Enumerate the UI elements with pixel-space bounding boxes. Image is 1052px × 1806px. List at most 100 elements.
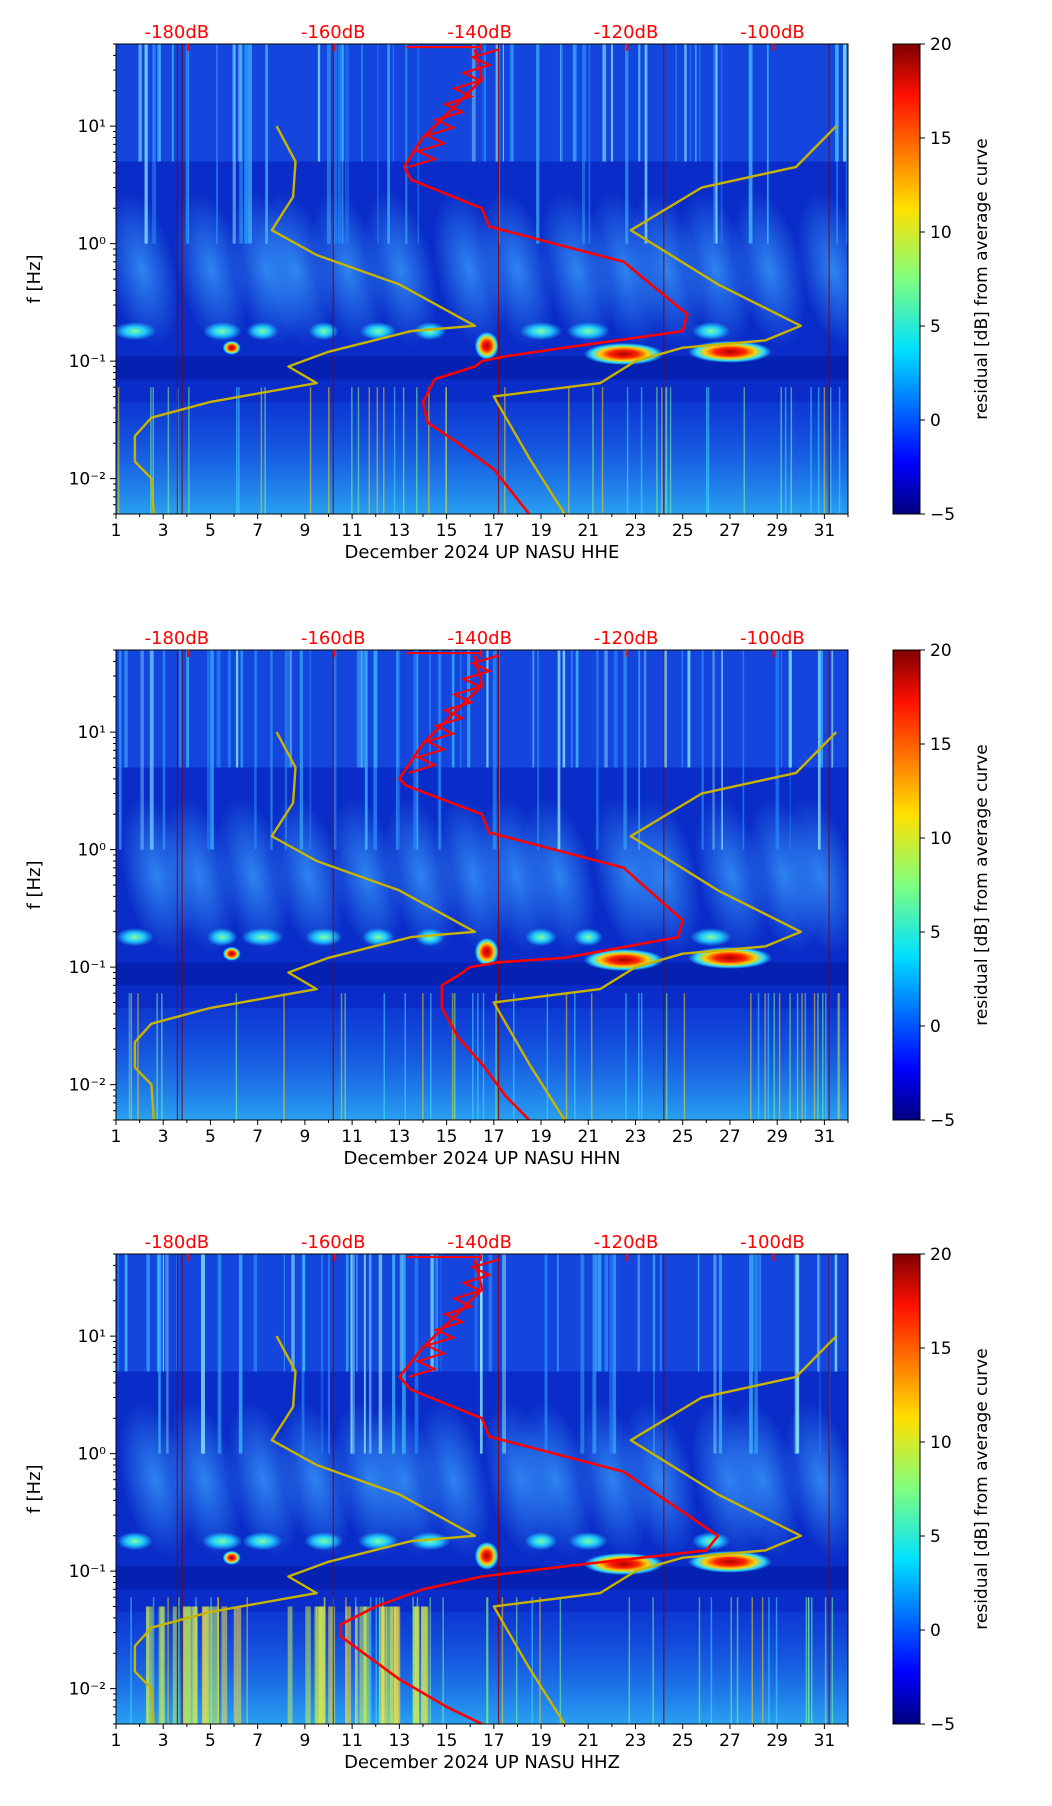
microseism-blob	[207, 928, 238, 947]
x-tick-label: 15	[436, 1127, 458, 1147]
colorbar-tick-label: 15	[930, 129, 952, 149]
spectral-streak	[638, 44, 641, 162]
yellow-model-curve	[492, 1335, 838, 1724]
spectral-streak	[187, 44, 190, 244]
spectral-streak	[610, 44, 613, 162]
spectral-streak	[796, 1254, 800, 1454]
x-tick-label: 13	[389, 521, 411, 541]
low-frequency-spike	[683, 993, 686, 1120]
spectral-streak	[216, 650, 221, 768]
x-tick-label: 5	[205, 521, 216, 541]
low-frequency-spike	[710, 1597, 713, 1724]
spectral-streak	[185, 44, 188, 244]
colorbar-tick-label: −5	[930, 505, 955, 525]
spectral-streak	[788, 650, 792, 768]
spectral-streak	[712, 650, 715, 850]
x-tick-label: 1	[111, 521, 122, 541]
yellow-model-curve	[492, 731, 838, 1120]
x-tick-label: 23	[625, 521, 647, 541]
low-frequency-spike	[428, 387, 430, 514]
vertical-component-energy	[189, 1606, 198, 1724]
spectral-streak	[562, 650, 566, 768]
spectral-streak	[287, 650, 290, 768]
spectral-streak	[561, 44, 563, 162]
spectral-streak	[240, 650, 244, 768]
colorbar-label: residual [dB] from average curve	[972, 744, 992, 1025]
low-frequency-spike	[817, 387, 820, 514]
noise-haze	[271, 797, 346, 955]
low-frequency-spike	[565, 993, 568, 1120]
spectral-streak	[492, 650, 497, 850]
low-frequency-spike	[813, 993, 816, 1120]
low-frequency-spike	[705, 387, 708, 514]
spectral-streak	[118, 650, 122, 850]
x-tick-label: 27	[719, 1731, 741, 1751]
y-tick-label: 10⁻²	[69, 1680, 106, 1700]
plot-area	[116, 1254, 848, 1724]
colorbar-tick-label: 10	[930, 223, 952, 243]
y-axis-label: f [Hz]	[24, 860, 45, 909]
spectral-streak	[575, 650, 579, 768]
spectral-streak	[502, 44, 504, 162]
low-frequency-spike	[515, 1597, 518, 1724]
low-frequency-spike	[757, 993, 760, 1120]
low-frequency-spike	[161, 993, 163, 1120]
low-frequency-spike	[661, 387, 663, 514]
low-frequency-spike	[156, 993, 158, 1120]
db-scale-label: -120dB	[594, 628, 659, 649]
vertical-component-energy	[413, 1606, 420, 1724]
vertical-component-energy	[205, 1606, 213, 1724]
low-frequency-spike	[640, 993, 643, 1120]
yellow-model-curve	[492, 125, 838, 514]
spectral-streak	[440, 1254, 442, 1372]
spectral-streak	[625, 44, 629, 244]
low-frequency-spike	[767, 993, 770, 1120]
low-frequency-spike	[626, 387, 629, 514]
x-tick-label: 29	[766, 1731, 788, 1751]
low-frequency-spike	[665, 993, 668, 1120]
x-tick-label: 5	[205, 1731, 216, 1751]
spectral-streak	[697, 1254, 700, 1372]
vertical-component-energy	[364, 1606, 370, 1724]
spectral-streak	[713, 1254, 717, 1454]
noise-haze	[116, 191, 180, 349]
spectral-streak	[186, 650, 190, 768]
spectral-streak	[146, 1254, 150, 1372]
spectral-streak	[820, 650, 824, 768]
spectral-streak	[557, 1254, 559, 1372]
low-frequency-spike	[837, 993, 840, 1120]
low-frequency-spike	[831, 1597, 834, 1724]
db-scale-label: -180dB	[145, 628, 210, 649]
spectral-streak	[653, 1254, 655, 1454]
spectral-streak	[392, 44, 395, 162]
low-frequency-spike	[825, 993, 827, 1120]
low-frequency-spike	[167, 1597, 169, 1724]
vertical-component-energy	[211, 1606, 219, 1724]
db-scale-label: -100dB	[740, 22, 805, 43]
spectral-streak	[434, 1254, 439, 1372]
vertical-component-energy	[182, 1606, 191, 1724]
colorbar-tick-label: 0	[930, 411, 941, 431]
colorbar-tick-label: 5	[930, 1527, 941, 1547]
low-frequency-spike	[422, 993, 424, 1120]
spectral-streak	[376, 44, 379, 244]
spectral-streak	[430, 1254, 434, 1372]
low-frequency-spike	[669, 387, 672, 514]
energy-hotspot	[222, 946, 241, 961]
spectral-streak	[582, 44, 586, 244]
x-tick-label: 7	[252, 1127, 263, 1147]
microseism-blob	[116, 322, 157, 341]
x-tick-label: 21	[577, 1731, 599, 1751]
microseism-blob	[414, 322, 447, 341]
spectral-streak	[363, 1254, 366, 1454]
microseism-blob	[519, 322, 563, 341]
spectral-streak	[333, 44, 338, 244]
spectral-streak	[158, 1254, 161, 1454]
low-frequency-spike	[625, 993, 627, 1120]
spectral-streak	[684, 44, 687, 162]
colorbar-tick-label: 20	[930, 35, 952, 55]
low-frequency-spike	[453, 993, 456, 1120]
low-frequency-spike	[707, 387, 710, 514]
